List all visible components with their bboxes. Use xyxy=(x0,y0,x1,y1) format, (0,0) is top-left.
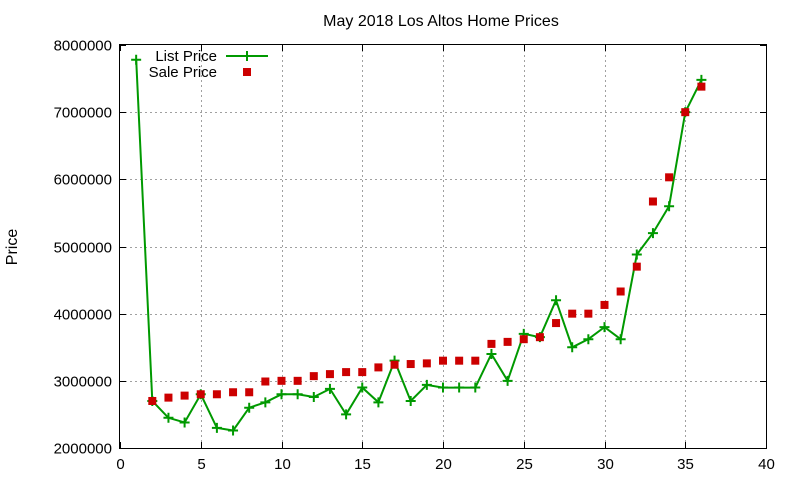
x-tick-label: 10 xyxy=(274,456,291,473)
list-price-point xyxy=(567,342,578,353)
y-tick-label: 7000000 xyxy=(54,105,112,122)
y-tick-label: 2000000 xyxy=(54,441,112,458)
y-tick-label: 3000000 xyxy=(54,374,112,391)
sale-price-point xyxy=(552,319,561,328)
sale-price-point xyxy=(180,391,189,400)
list-price-point xyxy=(292,389,303,400)
list-price-point xyxy=(470,382,481,393)
sale-price-point xyxy=(665,173,674,182)
sale-price-point xyxy=(439,356,447,365)
sale-price-point xyxy=(196,390,205,399)
sale-price-point xyxy=(406,360,415,369)
y-axis-label: Price xyxy=(4,229,21,266)
x-tick-label: 20 xyxy=(435,456,452,473)
sale-price-point xyxy=(212,390,221,399)
list-price-point xyxy=(324,383,335,394)
list-price-point xyxy=(647,228,658,239)
chart-title: May 2018 Los Altos Home Prices xyxy=(323,13,559,30)
list-price-line xyxy=(135,59,703,432)
sale-price-point xyxy=(697,82,706,91)
sale-price-point xyxy=(471,356,480,365)
list-price-point xyxy=(486,348,497,359)
sale-price-point xyxy=(325,370,334,379)
sale-price-point xyxy=(535,333,544,342)
list-price-point xyxy=(373,397,384,408)
x-tick-label: 5 xyxy=(197,456,205,473)
list-price-point xyxy=(211,422,222,433)
legend-label-sale-price: Sale Price xyxy=(149,64,217,81)
sale-price-point xyxy=(422,359,431,368)
x-tick-label: 30 xyxy=(597,456,614,473)
list-price-point xyxy=(341,409,352,420)
sale-price-point xyxy=(503,337,512,346)
x-tick-label: 0 xyxy=(116,456,124,473)
sale-price-point xyxy=(309,372,318,381)
sale-price-point xyxy=(261,377,270,386)
y-tick-label: 8000000 xyxy=(54,38,112,55)
list-price-point xyxy=(583,334,594,345)
list-price-point xyxy=(260,397,271,408)
y-tick-label: 5000000 xyxy=(54,240,112,257)
sale-price-point xyxy=(616,287,625,296)
list-price-point xyxy=(664,201,675,212)
legend-marker-sale-price xyxy=(243,68,251,76)
sale-price-point xyxy=(519,335,528,344)
list-price-point xyxy=(615,334,626,345)
sale-price-point xyxy=(390,360,399,369)
sale-price-point xyxy=(374,363,383,372)
y-tick-label: 6000000 xyxy=(54,172,112,189)
axis-ticks: 0 5 10 15 20 25 30 35 40 2000000 3000000 4000000 500… xyxy=(54,38,775,474)
list-price-point xyxy=(421,379,432,390)
sale-price-point xyxy=(164,393,173,402)
sale-price-point xyxy=(293,376,302,385)
x-tick-label: 40 xyxy=(758,456,775,473)
list-price-point xyxy=(357,382,368,393)
list-price-point xyxy=(276,389,287,400)
sale-price-point xyxy=(229,388,238,397)
sale-price-point xyxy=(148,396,157,405)
data-marks xyxy=(131,54,707,436)
list-price-point xyxy=(599,322,610,333)
sale-price-point xyxy=(277,376,286,385)
sale-price-point xyxy=(455,356,464,365)
list-price-point xyxy=(438,382,448,393)
legend-marks xyxy=(226,51,268,76)
list-price-point xyxy=(131,54,142,65)
list-price-point xyxy=(179,417,190,428)
list-price-point xyxy=(244,402,255,413)
sale-price-point xyxy=(584,309,593,318)
sale-price-point xyxy=(681,108,690,117)
sale-price-point xyxy=(568,309,577,318)
list-price-point xyxy=(551,295,562,306)
sale-price-point xyxy=(245,388,254,397)
list-price-point xyxy=(163,412,174,423)
sale-price-point xyxy=(600,300,609,309)
list-price-point xyxy=(454,382,465,393)
sale-price-point xyxy=(358,368,367,377)
x-tick-label: 15 xyxy=(354,456,371,473)
list-price-point xyxy=(631,249,642,260)
legend-label-list-price: List Price xyxy=(155,48,217,65)
legend-marker-list-price xyxy=(242,51,252,61)
list-price-point xyxy=(502,375,513,386)
x-tick-label: 25 xyxy=(516,456,533,473)
x-tick-label: 35 xyxy=(677,456,694,473)
plot-frame xyxy=(119,44,767,449)
y-tick-label: 4000000 xyxy=(54,307,112,324)
sale-price-point xyxy=(648,197,657,206)
list-price-point xyxy=(405,395,416,406)
sale-price-point xyxy=(487,339,496,348)
list-price-point xyxy=(228,425,239,436)
legend: List Price Sale Price xyxy=(149,48,268,81)
list-price-point xyxy=(308,391,319,402)
sale-price-point xyxy=(342,368,351,377)
sale-price-point xyxy=(632,262,641,271)
